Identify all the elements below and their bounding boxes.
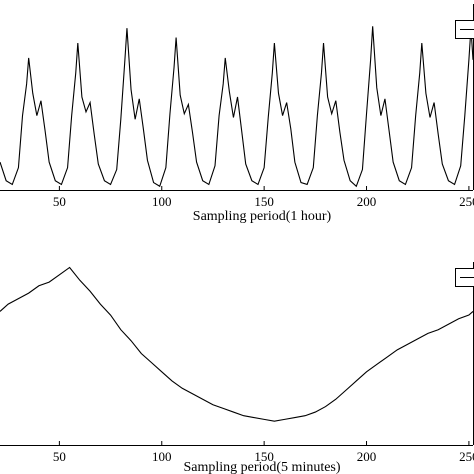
x-tick-label: 150 xyxy=(254,194,274,209)
data-line xyxy=(0,26,474,188)
data-line xyxy=(0,266,474,422)
plot: 50 100 150 200 250 Sampling period(5 minutes) xyxy=(0,262,474,474)
x-axis-label: Sampling period(5 minutes) xyxy=(183,460,340,474)
plot: 50 100 150 200 250 Sampling period(1 hour) xyxy=(0,4,474,224)
x-tick-label: 100 xyxy=(152,194,172,209)
x-tick-label: 200 xyxy=(357,449,377,464)
legend-top xyxy=(455,20,474,39)
x-tick-label: 250 xyxy=(459,194,474,209)
x-tick-label: 50 xyxy=(53,194,66,209)
x-tick-label: 150 xyxy=(254,449,274,464)
x-tick-label: 100 xyxy=(152,449,172,464)
x-axis-label: Sampling period(1 hour) xyxy=(193,209,332,224)
legend-bottom xyxy=(455,268,474,287)
x-tick-label: 50 xyxy=(53,449,66,464)
x-tick-label: 250 xyxy=(459,449,474,464)
x-tick-label: 200 xyxy=(357,194,377,209)
